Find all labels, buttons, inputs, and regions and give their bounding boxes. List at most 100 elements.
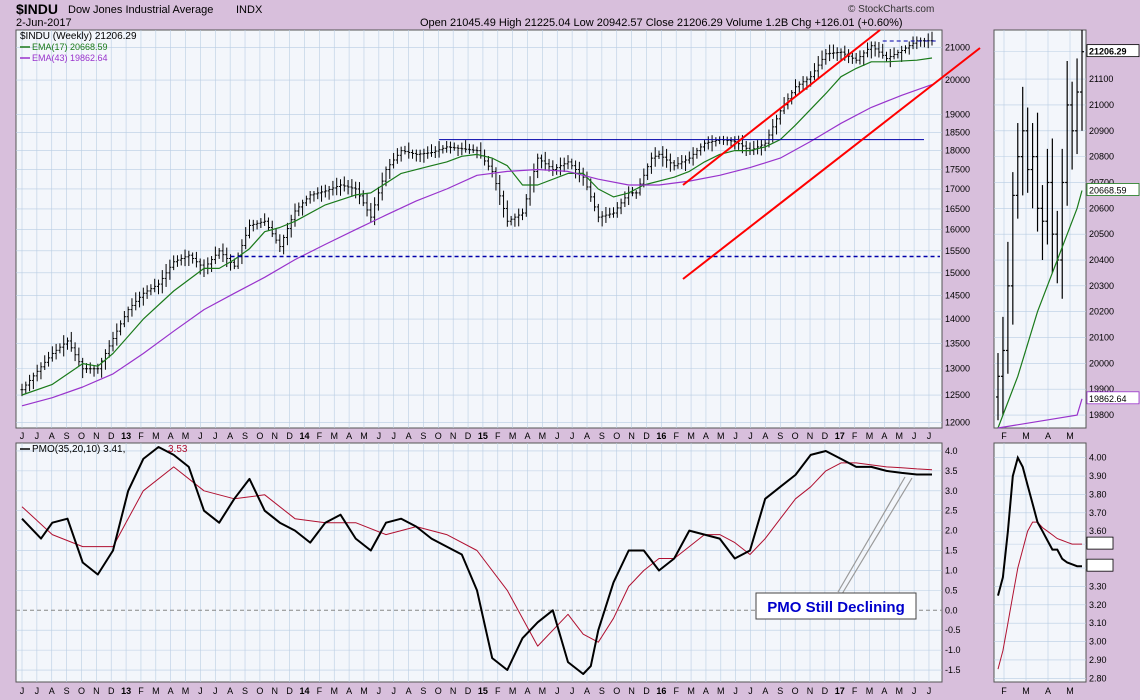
x-tick-label: N	[628, 686, 635, 696]
x-tick-label: N	[628, 431, 635, 441]
y-tick-label: 3.60	[1089, 526, 1107, 536]
zoom-ema17-line	[997, 190, 1083, 429]
ema17-line	[21, 57, 933, 396]
x-tick-label: S	[777, 431, 783, 441]
credit: © StockCharts.com	[848, 4, 935, 15]
x-tick-label: O	[792, 686, 799, 696]
ema43-value: 19862.64	[1089, 394, 1127, 404]
y-tick-label: 20600	[1089, 203, 1114, 213]
x-tick-label: J	[570, 686, 575, 696]
legend-pmo: PMO(35,20,10) 3.41,	[32, 444, 125, 455]
x-tick-label: F	[852, 686, 858, 696]
x-tick-label: M	[687, 431, 695, 441]
x-tick-label: F	[495, 686, 501, 696]
legend-pmo-signal: 3.53	[168, 444, 188, 455]
pmo-value-box	[1086, 558, 1114, 572]
x-tick-label: 14	[299, 686, 309, 696]
x-tick-label: M	[717, 431, 725, 441]
y-tick-label: 3.80	[1089, 489, 1107, 499]
x-tick-label: S	[242, 431, 248, 441]
y-tick-label: 2.80	[1089, 673, 1107, 683]
y-tick-label: 2.90	[1089, 655, 1107, 665]
x-tick-label: D	[108, 686, 115, 696]
x-tick-label: 14	[299, 431, 309, 441]
zoom-pmo-line	[997, 455, 1082, 596]
y-tick-label: 20000	[1089, 358, 1114, 368]
x-tick-label: O	[256, 686, 263, 696]
x-tick-label: M	[152, 431, 160, 441]
x-tick-label: J	[733, 431, 738, 441]
x-tick-label: A	[406, 686, 412, 696]
x-tick-label: J	[20, 686, 25, 696]
x-tick-label: N	[450, 431, 457, 441]
x-tick-label: D	[286, 431, 293, 441]
x-tick-label: F	[138, 431, 144, 441]
y-tick-label: 20900	[1089, 126, 1114, 136]
y-tick-label: 1.0	[945, 565, 958, 575]
x-tick-label: A	[584, 431, 590, 441]
y-tick-label: 19900	[1089, 384, 1114, 394]
y-tick-label: 16500	[945, 204, 970, 214]
ema43-line	[21, 84, 933, 407]
y-tick-label: 20400	[1089, 255, 1114, 265]
legend-ema17: EMA(17) 20668.59	[32, 42, 108, 52]
x-tick-label: D	[465, 431, 472, 441]
legend-price: $INDU (Weekly) 21206.29	[20, 31, 137, 42]
x-tick-label: J	[35, 686, 40, 696]
y-tick-label: 3.5	[945, 466, 958, 476]
x-tick-label: J	[198, 686, 203, 696]
x-tick-label: M	[539, 431, 547, 441]
x-tick-label: A	[49, 431, 55, 441]
x-tick-label: D	[643, 431, 650, 441]
x-tick-label: A	[227, 686, 233, 696]
y-tick-label: 12000	[945, 417, 970, 427]
x-tick-label: J	[570, 431, 575, 441]
zprice-panel	[993, 29, 1087, 429]
x-tick-label: M	[866, 431, 874, 441]
last-price-box	[1086, 44, 1140, 58]
annotation-text: PMO Still Declining	[767, 599, 905, 616]
zoom-price-bars	[996, 30, 1084, 421]
zpmo-panel	[993, 442, 1087, 683]
x-tick-label: J	[391, 431, 396, 441]
zoom-ema43-line	[997, 398, 1083, 429]
x-tick-label: S	[242, 686, 248, 696]
x-tick-label: O	[78, 431, 85, 441]
symbol-title: $INDU	[16, 1, 59, 17]
x-tick-label: M	[687, 686, 695, 696]
annotation-arrow	[837, 476, 906, 593]
y-tick-label: 3.20	[1089, 600, 1107, 610]
y-tick-label: 20300	[1089, 281, 1114, 291]
pmo-line	[21, 446, 932, 675]
y-tick-label: 2.5	[945, 506, 958, 516]
x-tick-label: N	[272, 686, 279, 696]
x-tick-label: A	[525, 686, 531, 696]
y-tick-label: 19000	[945, 109, 970, 119]
x-tick-label: 13	[121, 431, 131, 441]
y-tick-label: 16000	[945, 225, 970, 235]
y-tick-label: 20200	[1089, 307, 1114, 317]
x-tick-label: F	[317, 686, 323, 696]
x-tick-label: 15	[478, 686, 488, 696]
ema43-value-box	[1086, 391, 1140, 405]
x-tick-label: J	[213, 686, 218, 696]
x-tick-label: S	[64, 431, 70, 441]
x-tick-label: J	[391, 686, 396, 696]
x-tick-label: F	[1001, 686, 1007, 696]
ema17-value-box	[1086, 183, 1140, 196]
index-name: Dow Jones Industrial Average	[68, 4, 214, 16]
x-tick-label: N	[450, 686, 457, 696]
x-tick-label: J	[748, 431, 753, 441]
x-tick-label: 17	[835, 686, 845, 696]
x-tick-label: J	[555, 686, 560, 696]
x-tick-label: M	[152, 686, 160, 696]
y-tick-label: 21206.29	[1089, 47, 1127, 57]
x-tick-label: J	[377, 431, 382, 441]
y-tick-label: 17000	[945, 184, 970, 194]
y-tick-label: 12500	[945, 390, 970, 400]
y-tick-label: 3.00	[1089, 637, 1107, 647]
x-tick-label: J	[20, 431, 25, 441]
x-tick-label: J	[377, 686, 382, 696]
x-tick-label: J	[35, 431, 40, 441]
